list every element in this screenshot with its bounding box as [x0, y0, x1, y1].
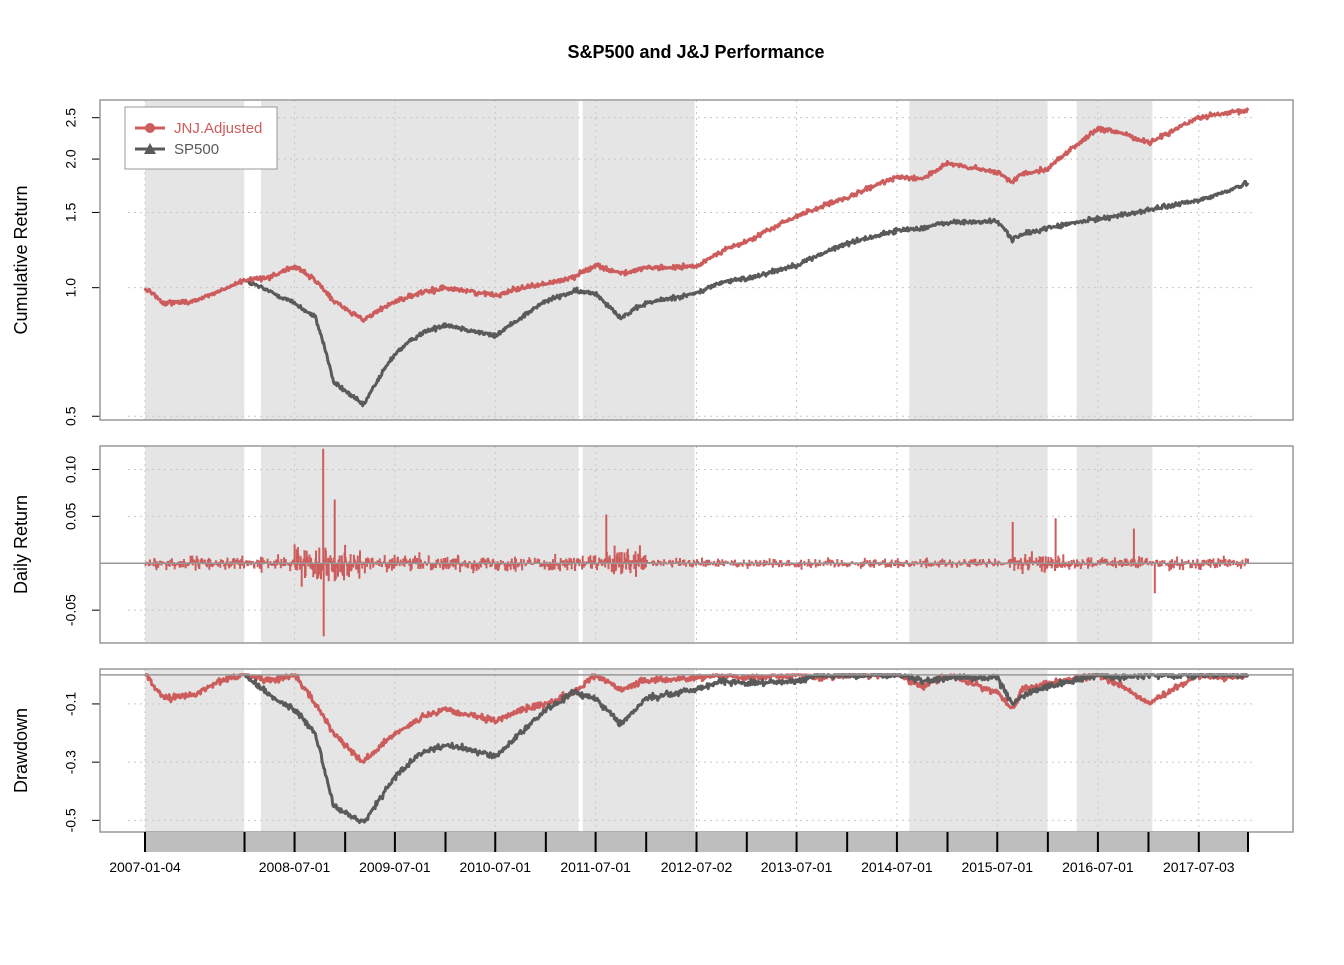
y-tick-label: 2.5 [63, 108, 79, 128]
legend-label: SP500 [174, 141, 219, 158]
y-tick-label: 0.05 [63, 503, 79, 530]
x-tick-label: 2008-07-01 [259, 859, 331, 875]
x-tick-label: 2013-07-01 [761, 859, 833, 875]
shaded-period [1076, 447, 1153, 643]
x-tick-label: 2009-07-01 [359, 859, 431, 875]
y-tick-label: 1.5 [63, 203, 79, 223]
y-axis-label: Cumulative Return [11, 185, 31, 334]
y-tick-label: -0.5 [63, 808, 79, 832]
x-tick-label: 2015-07-01 [961, 859, 1033, 875]
x-tick-label: 2007-01-04 [109, 859, 181, 875]
y-axis-label: Drawdown [11, 708, 31, 793]
y-axis-label: Daily Return [11, 495, 31, 594]
y-tick-label: 0.5 [63, 406, 79, 426]
shaded-periods [145, 101, 1153, 832]
legend: JNJ.Adjusted SP500 [124, 106, 278, 170]
axes: 0.5 1.0 1.5 2.0 2.5 Cumulative Return -0.05 0.0… [11, 99, 1294, 875]
shaded-period [909, 447, 1048, 643]
shaded-period [261, 101, 579, 420]
x-tick-label: 2017-07-03 [1163, 859, 1235, 875]
chart-title: S&P500 and J&J Performance [567, 42, 824, 62]
series-jnj-line [143, 107, 1250, 323]
x-tick-label: 2016-07-01 [1062, 859, 1134, 875]
shaded-period [1076, 101, 1153, 420]
shaded-period [1076, 670, 1153, 832]
shaded-period [909, 101, 1048, 420]
legend-marker-triangle [144, 143, 156, 154]
x-tick-label: 2014-07-01 [861, 859, 933, 875]
y-tick-label: 1.0 [63, 278, 79, 298]
shaded-period [261, 670, 579, 832]
x-tick-label: 2011-07-01 [560, 859, 631, 875]
shaded-period [582, 447, 695, 643]
y-tick-label: -0.3 [63, 750, 79, 774]
legend-box [124, 106, 278, 170]
series-lines [100, 107, 1293, 824]
y-tick-label: 2.0 [63, 149, 79, 169]
shaded-period [582, 101, 695, 420]
series-sp500-line [243, 179, 1250, 408]
y-tick-label: -0.1 [63, 692, 79, 716]
legend-marker-circle [145, 123, 155, 133]
y-tick-label: -0.05 [63, 594, 79, 626]
panel-frame [99, 99, 1294, 421]
shaded-period [261, 447, 579, 643]
shaded-period [145, 447, 245, 643]
legend-label: JNJ.Adjusted [174, 120, 262, 137]
x-tick-label: 2012-07-02 [661, 859, 733, 875]
series-sp500-line [243, 673, 1250, 824]
y-tick-label: 0.10 [63, 456, 79, 483]
panel-frame [99, 445, 1294, 644]
x-tick-label: 2010-07-01 [459, 859, 531, 875]
shaded-period [582, 670, 695, 832]
